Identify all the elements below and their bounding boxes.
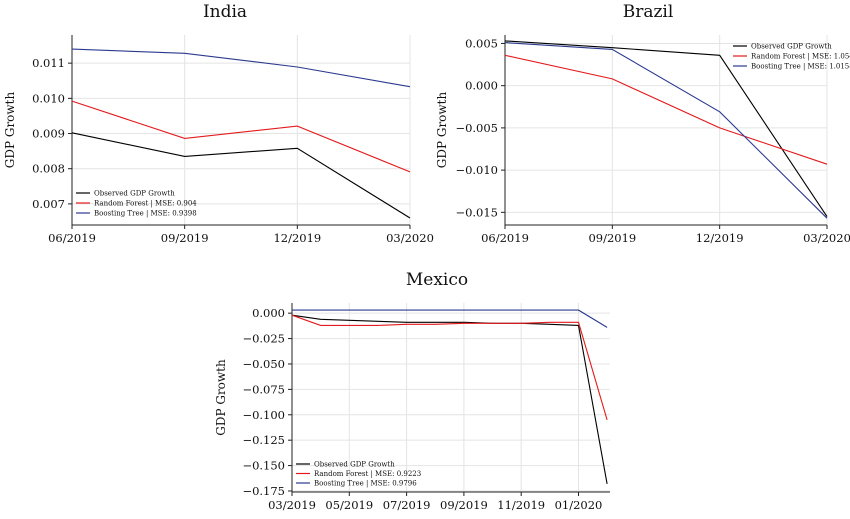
chart-title: India: [203, 2, 247, 22]
y-tick-label: −0.015: [455, 205, 498, 219]
legend-label: Observed GDP Growth: [314, 461, 395, 469]
legend-label: Random Forest | MSE: 0.904: [94, 200, 197, 208]
y-tick-label: −0.010: [455, 163, 498, 177]
y-tick-label: −0.150: [242, 459, 285, 473]
legend-label: Boosting Tree | MSE: 0.9796: [314, 480, 417, 488]
x-tick-label: 07/2019: [383, 498, 431, 512]
legend: Observed GDP Growth Random Forest | MSE: …: [76, 190, 197, 218]
y-tick-label: 0.000: [252, 306, 285, 320]
chart-india: India 0.007 0.008 0.009 0.010 0.011 06/2019 09/…: [3, 2, 434, 245]
x-tick-label: 05/2019: [325, 498, 373, 512]
y-tick-label: −0.075: [242, 382, 285, 396]
x-tick-label: 11/2019: [497, 498, 545, 512]
x-tick-label: 09/2019: [161, 231, 209, 245]
x-tick-label: 03/2020: [803, 231, 850, 245]
y-tick-label: −0.125: [242, 433, 285, 447]
series-line-observed: [71, 132, 411, 219]
legend-label: Observed GDP Growth: [751, 43, 832, 51]
legend-label: Random Forest | MSE: 1.0546: [751, 53, 850, 61]
x-tick-label: 12/2019: [696, 231, 744, 245]
y-tick-label: −0.050: [242, 357, 285, 371]
series-line-observed: [291, 314, 608, 484]
legend-label: Observed GDP Growth: [94, 190, 175, 198]
y-axis-label: GDP Growth: [3, 91, 17, 168]
x-tick-label: 03/2020: [386, 231, 434, 245]
series-line-random-forest: [504, 54, 828, 165]
legend-label: Boosting Tree | MSE: 1.0158: [751, 63, 850, 71]
y-tick-label: 0.009: [32, 127, 65, 141]
x-tick-label: 06/2019: [48, 231, 96, 245]
legend: Observed GDP Growth Random Forest | MSE: …: [733, 43, 850, 71]
series-line-boosting: [504, 42, 828, 219]
chart-title: Brazil: [623, 2, 674, 22]
y-axis-label: GDP Growth: [214, 359, 228, 436]
y-tick-label: 0.011: [32, 56, 65, 70]
x-tick-label: 09/2019: [588, 231, 636, 245]
x-tick-label: 09/2019: [440, 498, 488, 512]
x-tick-label: 06/2019: [481, 231, 529, 245]
series-line-boosting: [292, 309, 608, 328]
series-line-boosting: [71, 48, 411, 88]
y-tick-label: −0.025: [242, 332, 285, 346]
y-tick-label: 0.005: [465, 36, 498, 50]
y-tick-label: 0.010: [32, 91, 65, 105]
y-axis-label: GDP Growth: [435, 91, 449, 168]
y-tick-label: −0.175: [242, 484, 285, 498]
y-tick-label: 0.007: [32, 197, 65, 211]
series-line-random-forest: [291, 314, 608, 421]
chart-title: Mexico: [406, 270, 468, 290]
y-tick-label: 0.000: [465, 79, 498, 93]
x-tick-label: 01/2020: [555, 498, 603, 512]
legend-label: Random Forest | MSE: 0.9223: [314, 470, 421, 478]
legend-label: Boosting Tree | MSE: 0.9398: [94, 210, 197, 218]
x-tick-label: 03/2019: [268, 498, 316, 512]
y-tick-label: −0.100: [242, 408, 285, 422]
y-tick-label: 0.008: [32, 162, 65, 176]
series-line-observed: [504, 40, 828, 217]
chart-mexico: Mexico 0.000 −0.025 −0.050 −0.075 −0.100 −0.12…: [214, 270, 610, 512]
y-tick-label: −0.005: [455, 121, 498, 135]
x-tick-label: 12/2019: [273, 231, 321, 245]
chart-brazil: Brazil 0.005 0.000 −0.005 −0.010 −0.015 06/201…: [435, 2, 850, 245]
series-line-random-forest: [71, 100, 411, 173]
